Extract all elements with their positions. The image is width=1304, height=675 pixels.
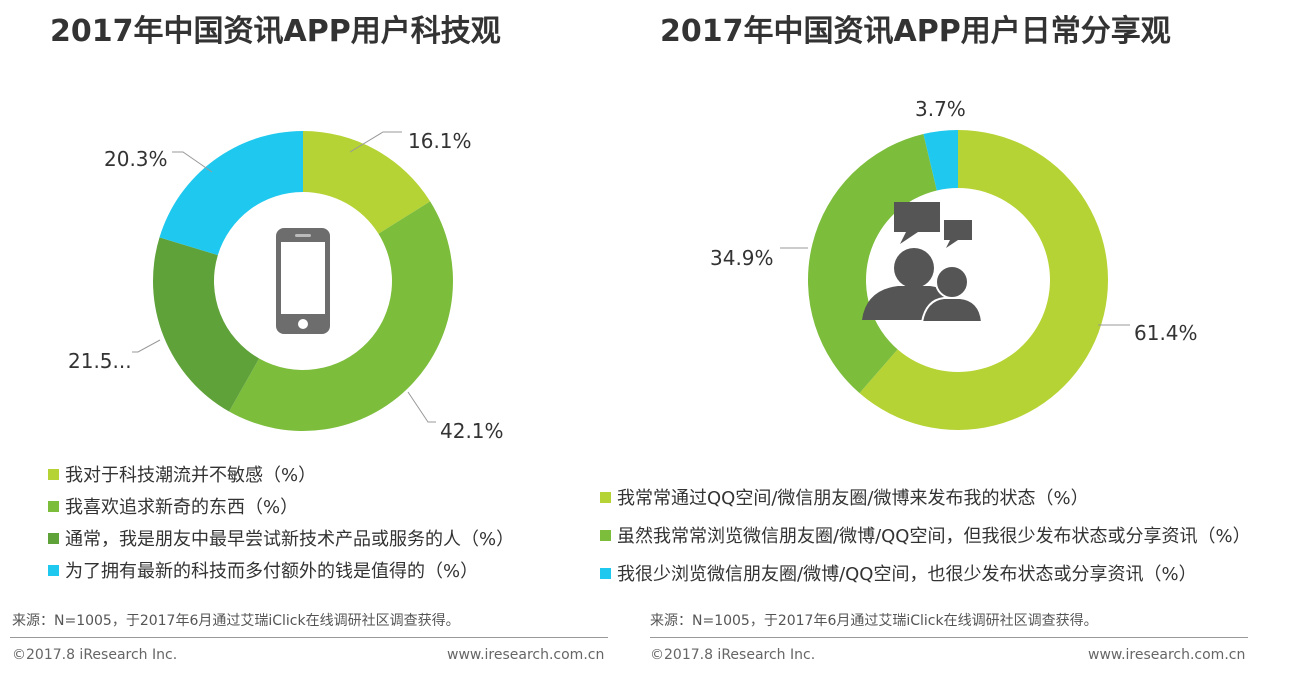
leader-line <box>172 151 213 173</box>
donut-slice <box>159 131 303 256</box>
donut-slice <box>152 237 260 412</box>
donut-slice <box>303 131 431 234</box>
legend-label: 为了拥有最新的科技而多付额外的钱是值得的（%） <box>65 561 479 582</box>
legend-item: 通常，我是朋友中最早尝试新技术产品或服务的人（%） <box>48 522 514 554</box>
legend-item: 我喜欢追求新奇的东西（%） <box>48 490 514 522</box>
legend-swatch <box>48 532 59 544</box>
legend-swatch <box>48 500 59 512</box>
legend-swatch <box>600 529 611 541</box>
legend-item: 虽然我常常浏览微信朋友圈/微博/QQ空间，但我很少发布状态或分享资讯（%） <box>600 516 1251 554</box>
donut-slice <box>923 130 958 191</box>
data-label: 42.1% <box>440 419 504 443</box>
legend-item: 我对于科技潮流并不敏感（%） <box>48 458 514 490</box>
footer-divider <box>650 637 1248 638</box>
legend-label: 我喜欢追求新奇的东西（%） <box>65 497 299 518</box>
donut-chart: 61.4% 34.9% 3.7% <box>710 97 1198 430</box>
website-link[interactable]: www.iresearch.com.cn <box>1088 647 1246 663</box>
legend-label: 我对于科技潮流并不敏感（%） <box>65 465 317 486</box>
leader-line <box>349 131 402 153</box>
data-label: 16.1% <box>408 129 472 153</box>
source-note: 来源：N=1005，于2017年6月通过艾瑞iClick在线调研社区调查获得。 <box>12 613 460 629</box>
legend-label: 通常，我是朋友中最早尝试新技术产品或服务的人（%） <box>65 529 515 550</box>
chart-title: 2017年中国资讯APP用户科技观 <box>50 14 501 49</box>
chart-legend: 我常常通过QQ空间/微信朋友圈/微博来发布我的状态（%） 虽然我常常浏览微信朋友… <box>600 478 1251 592</box>
legend-swatch <box>48 564 59 576</box>
donut-slice <box>808 134 937 394</box>
donut-slice <box>229 201 453 431</box>
leader-line <box>132 339 161 353</box>
chart-legend: 我对于科技潮流并不敏感（%） 我喜欢追求新奇的东西（%） 通常，我是朋友中最早尝… <box>48 458 514 586</box>
smartphone-icon <box>276 228 330 334</box>
data-label: 20.3% <box>104 147 168 171</box>
donut-chart: 16.1% 42.1% 21.5... 20.3% <box>68 129 504 443</box>
legend-item: 我常常通过QQ空间/微信朋友圈/微博来发布我的状态（%） <box>600 478 1251 516</box>
sharing-attitude-panel: 2017年中国资讯APP用户日常分享观 61.4% 34.9% 3.7% 我常常通过… <box>600 0 1304 675</box>
footer-divider <box>10 637 608 638</box>
legend-label: 虽然我常常浏览微信朋友圈/微博/QQ空间，但我很少发布状态或分享资讯（%） <box>617 526 1251 547</box>
leader-line <box>407 391 436 423</box>
legend-swatch <box>600 567 611 579</box>
donut-slice <box>859 130 1108 430</box>
data-label: 34.9% <box>710 246 774 270</box>
data-label: 3.7% <box>915 97 966 121</box>
legend-swatch <box>600 491 611 503</box>
data-label: 21.5... <box>68 349 132 373</box>
tech-attitude-panel: 2017年中国资讯APP用户科技观 16.1% 42.1% 21.5... 20.3%… <box>0 0 640 675</box>
legend-label: 我很少浏览微信朋友圈/微博/QQ空间，也很少发布状态或分享资讯（%） <box>617 564 1197 585</box>
users-chat-icon <box>862 202 984 323</box>
website-link[interactable]: www.iresearch.com.cn <box>447 647 605 663</box>
legend-label: 我常常通过QQ空间/微信朋友圈/微博来发布我的状态（%） <box>617 488 1089 509</box>
data-label: 61.4% <box>1134 321 1198 345</box>
legend-item: 我很少浏览微信朋友圈/微博/QQ空间，也很少发布状态或分享资讯（%） <box>600 554 1251 592</box>
legend-swatch <box>48 468 59 480</box>
chart-title: 2017年中国资讯APP用户日常分享观 <box>660 14 1171 49</box>
copyright: ©2017.8 iResearch Inc. <box>12 647 178 663</box>
legend-item: 为了拥有最新的科技而多付额外的钱是值得的（%） <box>48 554 514 586</box>
source-note: 来源：N=1005，于2017年6月通过艾瑞iClick在线调研社区调查获得。 <box>650 613 1098 629</box>
copyright: ©2017.8 iResearch Inc. <box>650 647 816 663</box>
